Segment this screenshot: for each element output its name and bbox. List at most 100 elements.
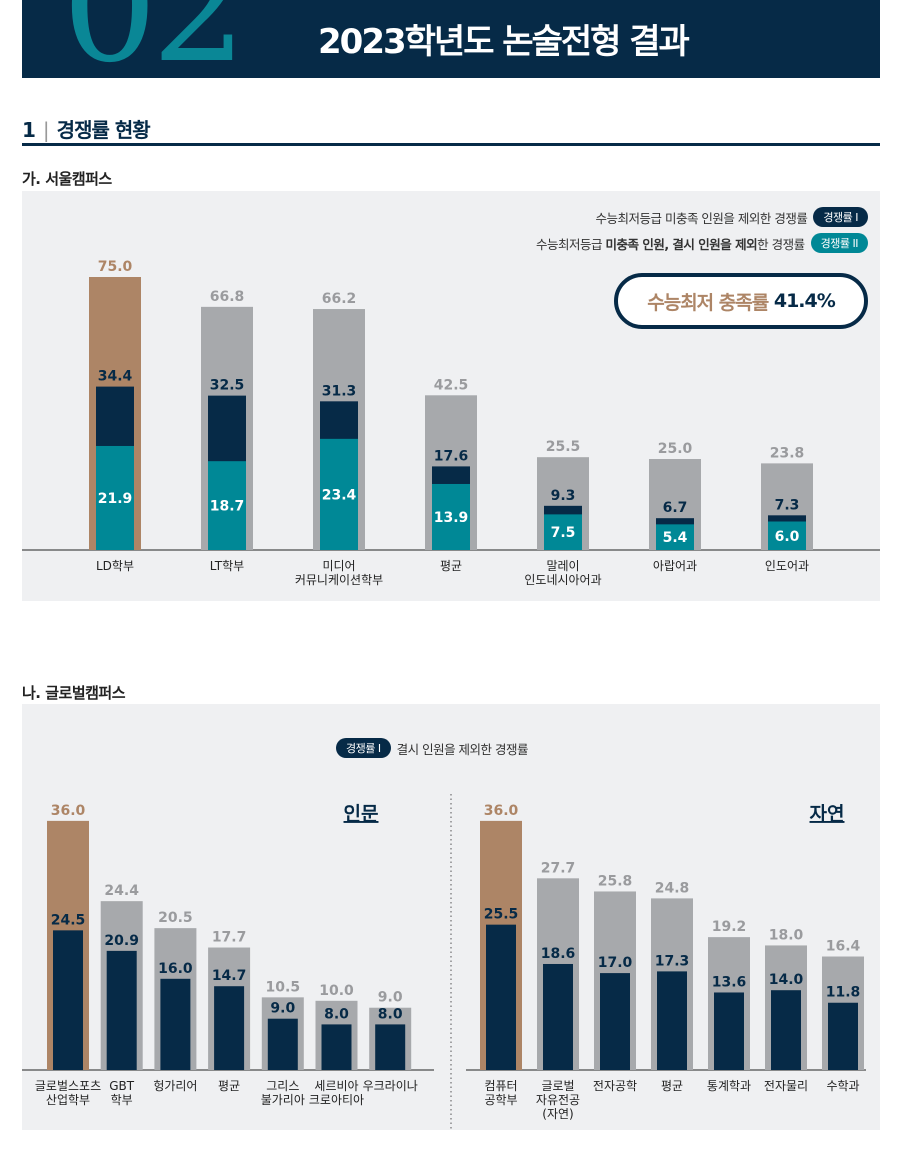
category-label: 헝가리어	[153, 1079, 197, 1093]
value-label-total: 66.8	[210, 289, 245, 305]
category-label: 인도어과	[765, 559, 809, 573]
bar-rate-1	[160, 978, 191, 1070]
legend-text-suffix: 한 경쟁률	[757, 236, 805, 252]
value-label-total: 25.5	[546, 439, 581, 455]
category-label: LD학부	[96, 559, 134, 573]
global-chart-panel: 경쟁률 I 결시 인원을 제외한 경쟁률 인문 36.0 24.5 24.4 20.9 20…	[22, 704, 880, 1130]
value-label-total: 23.8	[770, 445, 805, 461]
value-label-total: 25.0	[658, 441, 693, 457]
value-label-rate-2: 7.5	[551, 525, 576, 541]
global-subtitle: 나. 글로벌캠퍼스	[22, 684, 126, 702]
value-label-total: 10.0	[319, 983, 354, 999]
value-label-total: 16.4	[826, 939, 861, 955]
global-chart: 인문 36.0 24.5 24.4 20.9 20.5 16.0 17.7 14.7 10.5 9.…	[22, 794, 866, 1130]
value-label-rate-1: 20.9	[104, 933, 139, 949]
value-label-rate-2: 18.7	[210, 499, 245, 515]
category-label: 아랍어과	[653, 559, 697, 573]
value-label-rate-1: 34.4	[98, 369, 133, 385]
section-number: 1	[22, 118, 36, 142]
value-label-rate-1: 14.0	[769, 972, 804, 988]
bar-rate-1	[321, 1024, 352, 1070]
category-label: 수학과	[826, 1079, 859, 1093]
legend-text: 수능최저등급 미충족 인원을 제외한 경쟁률	[595, 210, 808, 226]
bar-rate-1	[267, 1018, 298, 1070]
category-label: 평균	[661, 1079, 683, 1093]
group-title: 인문	[344, 803, 379, 825]
value-label-rate-1: 18.6	[541, 946, 576, 962]
value-label-rate-2: 6.0	[775, 529, 800, 545]
section-underline	[22, 143, 880, 146]
bar-rate-2	[656, 524, 694, 550]
value-label-rate-1: 9.0	[270, 1001, 295, 1017]
value-label-total: 24.4	[104, 883, 139, 899]
bar-rate-2	[544, 514, 582, 550]
seoul-chart: 75.0 34.4 21.9 66.8 32.5 18.7 66.2 31.3 23.4 42.5…	[22, 259, 880, 587]
category-label: 평균	[440, 559, 462, 573]
value-label-total: 20.5	[158, 910, 193, 926]
legend-text: 결시 인원을 제외한 경쟁률	[396, 741, 529, 757]
value-label-rate-1: 31.3	[322, 383, 357, 399]
value-label-rate-1: 16.0	[158, 961, 193, 977]
legend-text-prefix: 수능최저등급	[536, 236, 606, 252]
legend-pill-dark: 경쟁률 I	[813, 207, 868, 227]
bar-rate-2	[432, 483, 470, 550]
legend-item-2: 수능최저등급 미충족 인원, 결시 인원을 제외한 경쟁률 경쟁률 II	[536, 233, 868, 253]
category-label: 자유전공	[536, 1093, 580, 1107]
legend-text-bold: 미충족 인원, 결시 인원을 제외	[605, 236, 758, 252]
bar-rate-1	[486, 924, 516, 1070]
value-label-total: 27.7	[541, 860, 576, 876]
category-label: (자연)	[542, 1107, 573, 1121]
category-label: LT학부	[210, 559, 244, 573]
category-label: 컴퓨터	[484, 1079, 517, 1093]
category-label: 학부	[111, 1093, 133, 1107]
bar-rate-1	[600, 973, 630, 1070]
seoul-chart-panel: 수능최저등급 미충족 인원을 제외한 경쟁률 경쟁률 I 수능최저등급 미충족 인…	[22, 191, 880, 601]
page-title: 2023학년도 논술전형 결과	[318, 22, 690, 62]
value-label-rate-1: 8.0	[378, 1006, 403, 1022]
value-label-total: 9.0	[378, 990, 403, 1006]
category-label: 전자공학	[593, 1079, 637, 1093]
value-label-rate-2: 21.9	[98, 491, 133, 507]
category-label: GBT	[109, 1079, 135, 1093]
bar-rate-1	[543, 963, 573, 1070]
value-label-total: 10.5	[266, 979, 301, 995]
value-label-rate-2: 23.4	[322, 487, 357, 503]
legend-item: 경쟁률 I 결시 인원을 제외한 경쟁률	[336, 738, 529, 758]
value-label-total: 18.0	[769, 927, 804, 943]
category-label: 산업학부	[46, 1093, 90, 1107]
category-label: 공학부	[484, 1093, 517, 1107]
badge-label: 수능최저 충족률	[647, 291, 769, 314]
value-label-rate-1: 17.6	[434, 448, 469, 464]
bar-rate-2	[768, 521, 806, 550]
value-label-total: 75.0	[98, 259, 133, 275]
legend-pill-teal: 경쟁률 II	[810, 233, 868, 253]
bar-rate-1	[657, 971, 687, 1070]
category-label: 글로벌	[541, 1079, 574, 1093]
category-label: 커뮤니케이션학부	[295, 573, 383, 587]
value-label-rate-1: 13.6	[712, 974, 747, 990]
bar-rate-1	[53, 930, 83, 1070]
category-label: 전자물리	[764, 1079, 808, 1093]
value-label-total: 42.5	[434, 377, 469, 393]
category-label: 불가리아	[261, 1093, 305, 1107]
legend-pill-dark: 경쟁률 I	[336, 738, 391, 758]
value-label-rate-1: 9.3	[551, 488, 576, 504]
page-header: 02 2023학년도 논술전형 결과	[22, 0, 880, 78]
legend-item-1: 수능최저등급 미충족 인원을 제외한 경쟁률 경쟁률 I	[595, 207, 868, 227]
category-label: 우크라이나	[363, 1079, 418, 1093]
category-label: 글로벌스포츠	[35, 1079, 101, 1093]
value-label-rate-1: 14.7	[212, 968, 247, 984]
value-label-rate-1: 7.3	[775, 497, 800, 513]
badge-value: 41.4%	[773, 290, 836, 312]
bar-rate-1	[375, 1024, 406, 1070]
seoul-subtitle: 가. 서울캠퍼스	[22, 170, 112, 188]
value-label-total: 25.8	[598, 873, 633, 889]
legend-text: 수능최저등급 미충족 인원, 결시 인원을 제외한 경쟁률	[536, 234, 805, 253]
value-label-rate-1: 25.5	[484, 907, 519, 923]
category-label: 그리스	[266, 1079, 299, 1093]
value-label-total: 17.7	[212, 930, 247, 946]
divider: |	[42, 118, 50, 142]
value-label-total: 66.2	[322, 291, 357, 307]
value-label-rate-2: 13.9	[434, 510, 469, 526]
bar-rate-1	[828, 1002, 858, 1070]
